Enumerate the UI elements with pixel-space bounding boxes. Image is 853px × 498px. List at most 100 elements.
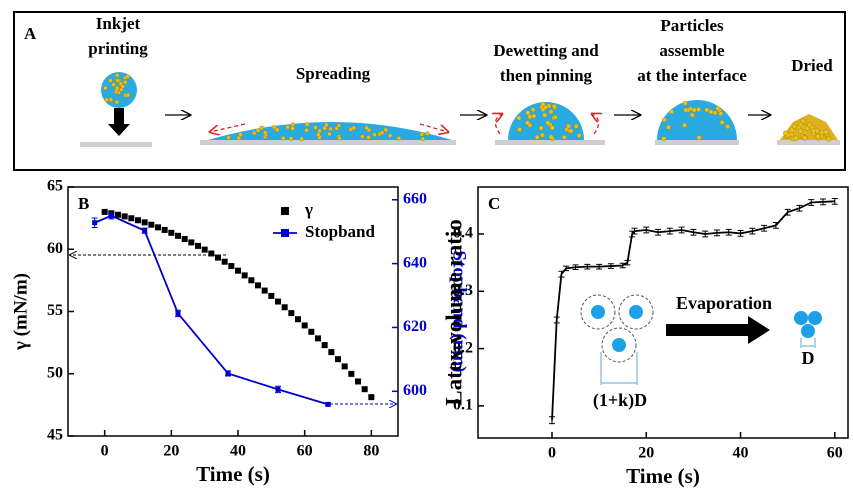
step-label: at the interface — [637, 66, 747, 85]
assembled-drop — [657, 100, 737, 140]
particle — [525, 120, 530, 126]
down-arrow — [108, 108, 130, 136]
particle — [789, 127, 795, 133]
error-bar — [558, 270, 565, 278]
marker — [221, 258, 228, 265]
error-bar — [796, 204, 803, 212]
particle — [823, 129, 829, 135]
marker — [225, 370, 231, 376]
error-bar — [737, 230, 744, 237]
legend-marker — [281, 229, 289, 237]
particle — [712, 110, 718, 116]
particle — [666, 124, 671, 130]
error-bar — [678, 226, 685, 234]
particle — [226, 135, 231, 140]
particle — [383, 127, 388, 133]
error-bar — [690, 228, 697, 236]
panel-a: A Inkjet printing Spreading Dewetting an… — [13, 11, 846, 171]
step-label: then pinning — [500, 66, 593, 85]
particle — [274, 127, 280, 132]
flow-arrows — [210, 114, 599, 134]
error-bar — [772, 222, 779, 229]
particle — [396, 136, 402, 141]
marker — [201, 246, 208, 253]
particle — [281, 135, 286, 141]
particle — [104, 97, 109, 103]
particle — [793, 135, 799, 141]
particle — [683, 107, 689, 113]
particle — [791, 123, 797, 130]
y-tick-label: 45 — [47, 427, 63, 444]
particle — [576, 133, 582, 138]
particle — [573, 123, 579, 129]
particle — [304, 122, 310, 127]
error-bar — [725, 228, 732, 236]
particle — [425, 131, 430, 136]
error-bar — [619, 262, 626, 269]
particle — [669, 109, 675, 115]
y2-axis-label: Stopband (nm) — [449, 251, 470, 373]
particle — [534, 134, 540, 140]
marker — [325, 401, 331, 407]
particle — [272, 124, 277, 130]
marker — [188, 239, 195, 246]
particle — [290, 122, 296, 127]
particle — [797, 128, 804, 134]
particle — [125, 74, 130, 79]
x-tick-label: 20 — [638, 445, 654, 462]
particle — [316, 132, 321, 137]
plot-frame — [477, 186, 849, 439]
marker — [228, 263, 235, 270]
particle — [419, 132, 424, 137]
annotation: (1+k)D — [593, 390, 647, 411]
particle — [125, 92, 131, 98]
marker — [161, 226, 168, 233]
particle — [251, 130, 257, 136]
particle — [661, 136, 667, 142]
y-tick-label: 0.3 — [453, 282, 473, 299]
y-axis-label: γ (mN/m) — [10, 273, 31, 351]
particle — [545, 120, 551, 126]
series-line — [94, 214, 329, 406]
particle — [372, 132, 377, 137]
legend-marker — [281, 207, 289, 215]
panel-frame — [13, 11, 846, 171]
marker — [321, 342, 328, 349]
y-axis-label: Latex volume ratio — [441, 219, 466, 406]
particle — [290, 126, 295, 131]
marker — [328, 349, 335, 356]
particle — [285, 124, 290, 130]
particle — [313, 125, 318, 130]
substrates — [80, 140, 840, 147]
particle — [120, 84, 125, 89]
error-bar — [761, 224, 768, 232]
y-tick-label: 50 — [47, 364, 63, 381]
marker — [301, 322, 308, 329]
annotation: D — [802, 348, 815, 368]
marker — [368, 394, 375, 401]
y-tick-label: 55 — [47, 302, 63, 319]
marker — [248, 277, 255, 284]
y-tick-label: 60 — [47, 240, 63, 257]
error-bar — [624, 259, 631, 266]
particle — [324, 122, 329, 128]
y2-tick-label: 640 — [403, 254, 427, 271]
x-tick-label: 60 — [297, 443, 313, 460]
marker — [175, 310, 181, 316]
particle — [115, 78, 121, 83]
particle — [810, 128, 817, 134]
particle — [725, 124, 731, 130]
error-bar — [631, 227, 638, 235]
particle — [568, 128, 574, 134]
particle — [517, 127, 522, 132]
step-label: Dried — [791, 56, 833, 75]
step-label: Spreading — [296, 64, 371, 83]
y-tick-label: 0.4 — [453, 225, 473, 242]
step-label: Inkjet — [96, 14, 141, 33]
particle — [336, 123, 342, 128]
particle — [566, 123, 572, 129]
marker — [195, 242, 201, 249]
particle — [103, 85, 108, 91]
marker — [148, 221, 155, 228]
error-bar — [563, 265, 570, 272]
